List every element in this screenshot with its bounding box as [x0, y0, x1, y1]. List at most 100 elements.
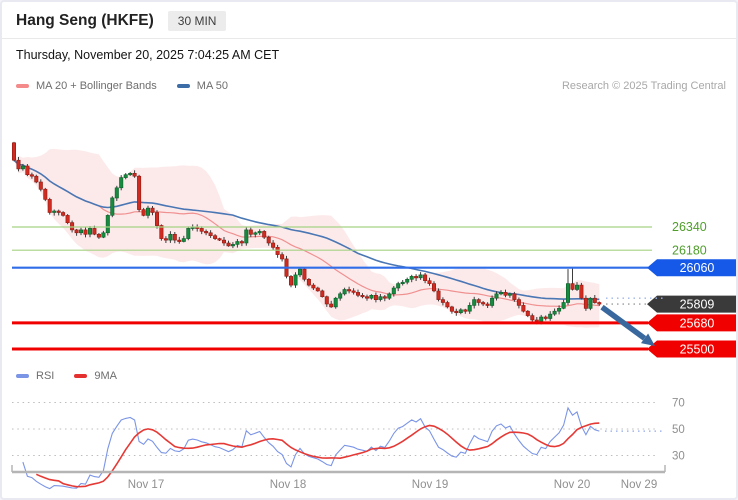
legend-swatch-icon	[16, 84, 29, 88]
candle	[414, 276, 419, 279]
candle	[146, 207, 151, 216]
candle	[449, 306, 454, 312]
legend-item-ma-20-bollinger-bands: MA 20 + Bollinger Bands	[16, 80, 157, 92]
candle	[16, 159, 21, 170]
candle	[378, 296, 383, 300]
candle	[583, 297, 588, 309]
candle	[481, 302, 486, 305]
candle	[159, 225, 164, 239]
candle	[266, 236, 271, 244]
candle	[271, 242, 276, 248]
candle	[387, 293, 392, 299]
main-legend-row: MA 20 + Bollinger Bands MA 50 Research © …	[16, 80, 726, 92]
candle	[373, 295, 378, 301]
header: Hang Seng (HKFE) 30 MIN	[2, 2, 736, 38]
candle	[557, 308, 562, 312]
x-axis-label-nov-18: Nov 18	[270, 479, 306, 491]
candle	[418, 274, 423, 279]
candle	[262, 231, 267, 238]
x-axis-label-nov-17: Nov 17	[128, 479, 164, 491]
candle	[516, 299, 521, 306]
price-tag-label-25500: 25500	[680, 342, 715, 356]
price-tag-label-26060: 26060	[680, 261, 715, 275]
candle	[463, 309, 468, 312]
candle	[293, 274, 298, 286]
price-tag-26060	[647, 259, 736, 277]
candle	[454, 310, 459, 313]
candle	[579, 284, 584, 299]
candle	[25, 165, 30, 175]
candle	[217, 238, 222, 241]
price-tag-25809	[647, 295, 736, 313]
candle	[530, 315, 535, 321]
candle	[355, 292, 360, 296]
candle	[199, 228, 204, 232]
candle	[110, 197, 115, 216]
candle	[548, 313, 553, 319]
candle	[521, 305, 526, 312]
candle	[168, 234, 173, 241]
candle	[92, 228, 97, 235]
candle	[472, 299, 477, 306]
candle	[315, 287, 320, 292]
candle	[543, 316, 548, 319]
candle	[320, 290, 325, 297]
candle	[423, 274, 428, 281]
candle	[342, 289, 347, 295]
candle	[20, 165, 25, 170]
candle	[65, 215, 70, 224]
candle	[34, 175, 39, 183]
x-axis-label-nov-29: Nov 29	[621, 479, 657, 491]
candle	[405, 279, 410, 283]
price-tag-label-25680: 25680	[680, 316, 715, 330]
candle	[427, 280, 432, 284]
candle	[490, 297, 495, 306]
rsi-grid-label-50: 50	[672, 424, 685, 436]
projection-arrow-head	[641, 333, 655, 346]
candle	[163, 238, 168, 241]
candle	[445, 302, 450, 308]
candle	[311, 284, 316, 289]
candle	[70, 222, 75, 231]
candle	[123, 174, 128, 178]
candle	[204, 231, 209, 234]
candles	[12, 141, 602, 325]
candle	[280, 254, 285, 260]
candle	[570, 283, 575, 290]
candle	[101, 232, 106, 238]
price-chart: 26340 26180 26060 25809 25680 25500 70 50 30 Nov …	[11, 141, 736, 491]
candle	[324, 296, 329, 305]
rsi-ma-line	[35, 422, 600, 488]
candle	[512, 293, 517, 300]
candle	[503, 292, 508, 296]
x-axis-label-nov-20: Nov 20	[554, 479, 590, 491]
candle	[297, 268, 302, 276]
price-label-26340: 26340	[672, 220, 707, 234]
legend-item-ma-50: MA 50	[176, 80, 228, 92]
candle	[257, 231, 262, 234]
price-tag-25500	[647, 340, 736, 358]
projection-arrow-shaft	[600, 304, 647, 341]
candle	[105, 215, 110, 234]
candle	[114, 187, 119, 199]
candle	[119, 177, 124, 189]
candle	[347, 289, 352, 292]
candle	[172, 234, 177, 241]
candle	[382, 296, 387, 299]
candle	[181, 238, 186, 242]
candle	[565, 283, 570, 303]
candle	[409, 276, 414, 280]
legend-swatch-icon	[176, 84, 190, 88]
candle	[253, 232, 258, 235]
price-tag-label-25809: 25809	[680, 298, 715, 312]
candle	[150, 207, 155, 213]
legend-label: 9MA	[94, 370, 117, 382]
candle	[132, 173, 137, 177]
timeframe-badge[interactable]: 30 MIN	[167, 11, 227, 31]
candle	[507, 293, 512, 296]
x-axis-label-nov-19: Nov 19	[412, 479, 448, 491]
rsi-legend: RSI 9MA	[16, 370, 117, 382]
candle	[275, 247, 280, 255]
rsi-grid-label-30: 30	[672, 451, 685, 463]
candle	[52, 210, 57, 213]
